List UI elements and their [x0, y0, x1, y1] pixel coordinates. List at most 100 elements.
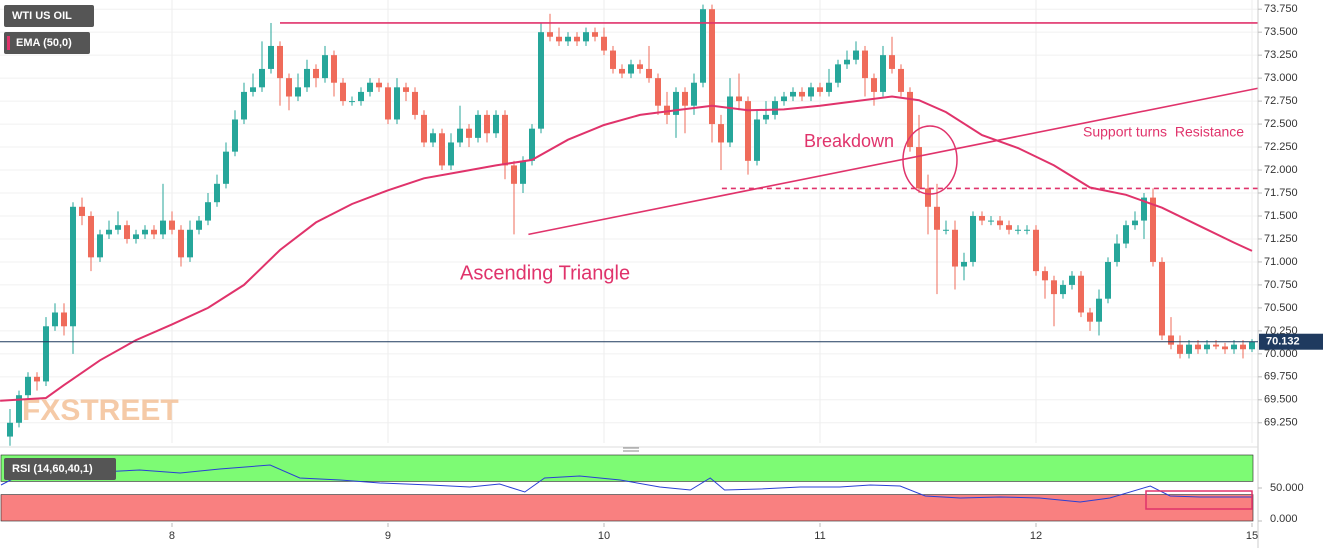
candle-body — [294, 87, 301, 97]
y-tick-label: 69.750 — [1264, 371, 1298, 383]
rsi-label: RSI (14,60,40,1) — [12, 463, 93, 475]
candle-body — [186, 229, 193, 258]
ema-tag[interactable] — [4, 32, 90, 54]
y-tick-label: 73.500 — [1264, 26, 1298, 38]
candle-body — [1122, 225, 1129, 244]
candle-body — [1149, 197, 1156, 262]
candle-body — [249, 87, 256, 92]
candle-body — [1086, 312, 1093, 322]
candle-body — [465, 128, 472, 138]
rsi-band — [0, 454, 1254, 482]
y-tick-label: 72.500 — [1264, 118, 1298, 130]
candle-body — [132, 234, 139, 239]
candle-body — [825, 82, 832, 92]
breakdown-circle — [902, 125, 958, 195]
candle-body — [1212, 344, 1219, 347]
candle-body — [15, 395, 22, 423]
candle-body — [762, 114, 769, 120]
trend-line — [528, 87, 1259, 236]
candle-body — [402, 87, 409, 92]
candle-body — [510, 165, 517, 184]
candle-body — [1194, 344, 1201, 350]
candle-body — [807, 87, 814, 97]
candle-body — [447, 142, 454, 166]
candle-body — [60, 312, 67, 327]
candle-body — [618, 68, 625, 74]
candle-body — [654, 78, 661, 106]
rsi-band — [0, 494, 1254, 522]
candle-body — [1239, 344, 1246, 350]
candle-body — [744, 101, 751, 161]
ema-label: EMA (50,0) — [16, 37, 72, 49]
candle-body — [906, 91, 913, 148]
candle-body — [42, 326, 49, 382]
price-panel — [0, 0, 1258, 443]
candle-body — [978, 215, 985, 221]
symbol-tag[interactable] — [4, 5, 94, 27]
symbol-label: WTI US OIL — [12, 10, 72, 22]
candle-body — [600, 36, 607, 51]
rsi-line — [0, 464, 1252, 503]
candle-body — [636, 64, 643, 69]
candle-body — [924, 188, 931, 207]
candle-body — [357, 91, 364, 102]
candle-body — [591, 32, 598, 37]
candle-body — [735, 96, 742, 102]
candle-body — [816, 87, 823, 92]
candle-body — [879, 55, 886, 92]
candle-body — [393, 87, 400, 120]
candle-body — [573, 36, 580, 42]
annotation: Breakdown — [804, 131, 894, 151]
candle-body — [798, 91, 805, 97]
candle-body — [897, 68, 904, 92]
candle-body — [942, 229, 949, 231]
candle-body — [1221, 346, 1228, 350]
last-price-label: 70.132 — [1266, 336, 1300, 348]
candle-body — [276, 45, 283, 79]
candle-body — [870, 78, 877, 92]
candle-body — [87, 215, 94, 258]
y-tick-label: 71.750 — [1264, 187, 1298, 199]
candle-body — [258, 68, 265, 88]
candle-body — [546, 32, 553, 37]
candle-body — [6, 422, 13, 437]
candle-body — [429, 133, 436, 143]
candle-body — [330, 55, 337, 83]
watermark: FXSTREET — [22, 394, 179, 427]
rsi-tick-label: 50.000 — [1270, 482, 1304, 494]
candle-body — [438, 133, 445, 166]
candle-body — [1158, 261, 1165, 336]
candle-body — [843, 59, 850, 65]
candle-body — [492, 114, 499, 134]
candle-body — [1068, 275, 1075, 285]
candle-body — [672, 91, 679, 115]
rsi-tag[interactable] — [4, 458, 116, 480]
candle-body — [96, 234, 103, 258]
candle-body — [852, 50, 859, 60]
candle-body — [114, 225, 121, 230]
candle-body — [1131, 220, 1138, 226]
candle-body — [78, 206, 85, 216]
candle-body — [780, 96, 787, 102]
candle-body — [951, 229, 958, 267]
candle-body — [753, 119, 760, 161]
candle-body — [366, 82, 373, 92]
candle-body — [915, 147, 922, 189]
candle-body — [483, 114, 490, 134]
candle-body — [69, 206, 76, 327]
candle-body — [267, 45, 274, 69]
y-tick-label: 73.250 — [1264, 49, 1298, 61]
candle-body — [33, 376, 40, 382]
candle-body — [51, 312, 58, 327]
candle-body — [141, 229, 148, 235]
candle-body — [1005, 225, 1012, 230]
y-tick-label: 73.750 — [1264, 3, 1298, 15]
candle-body — [1095, 298, 1102, 322]
candle-body — [501, 114, 508, 166]
candle-body — [150, 229, 157, 235]
candle-body — [519, 160, 526, 184]
annotation: Ascending Triangle — [460, 262, 630, 284]
candle-body — [645, 68, 652, 79]
candle-body — [348, 101, 355, 103]
